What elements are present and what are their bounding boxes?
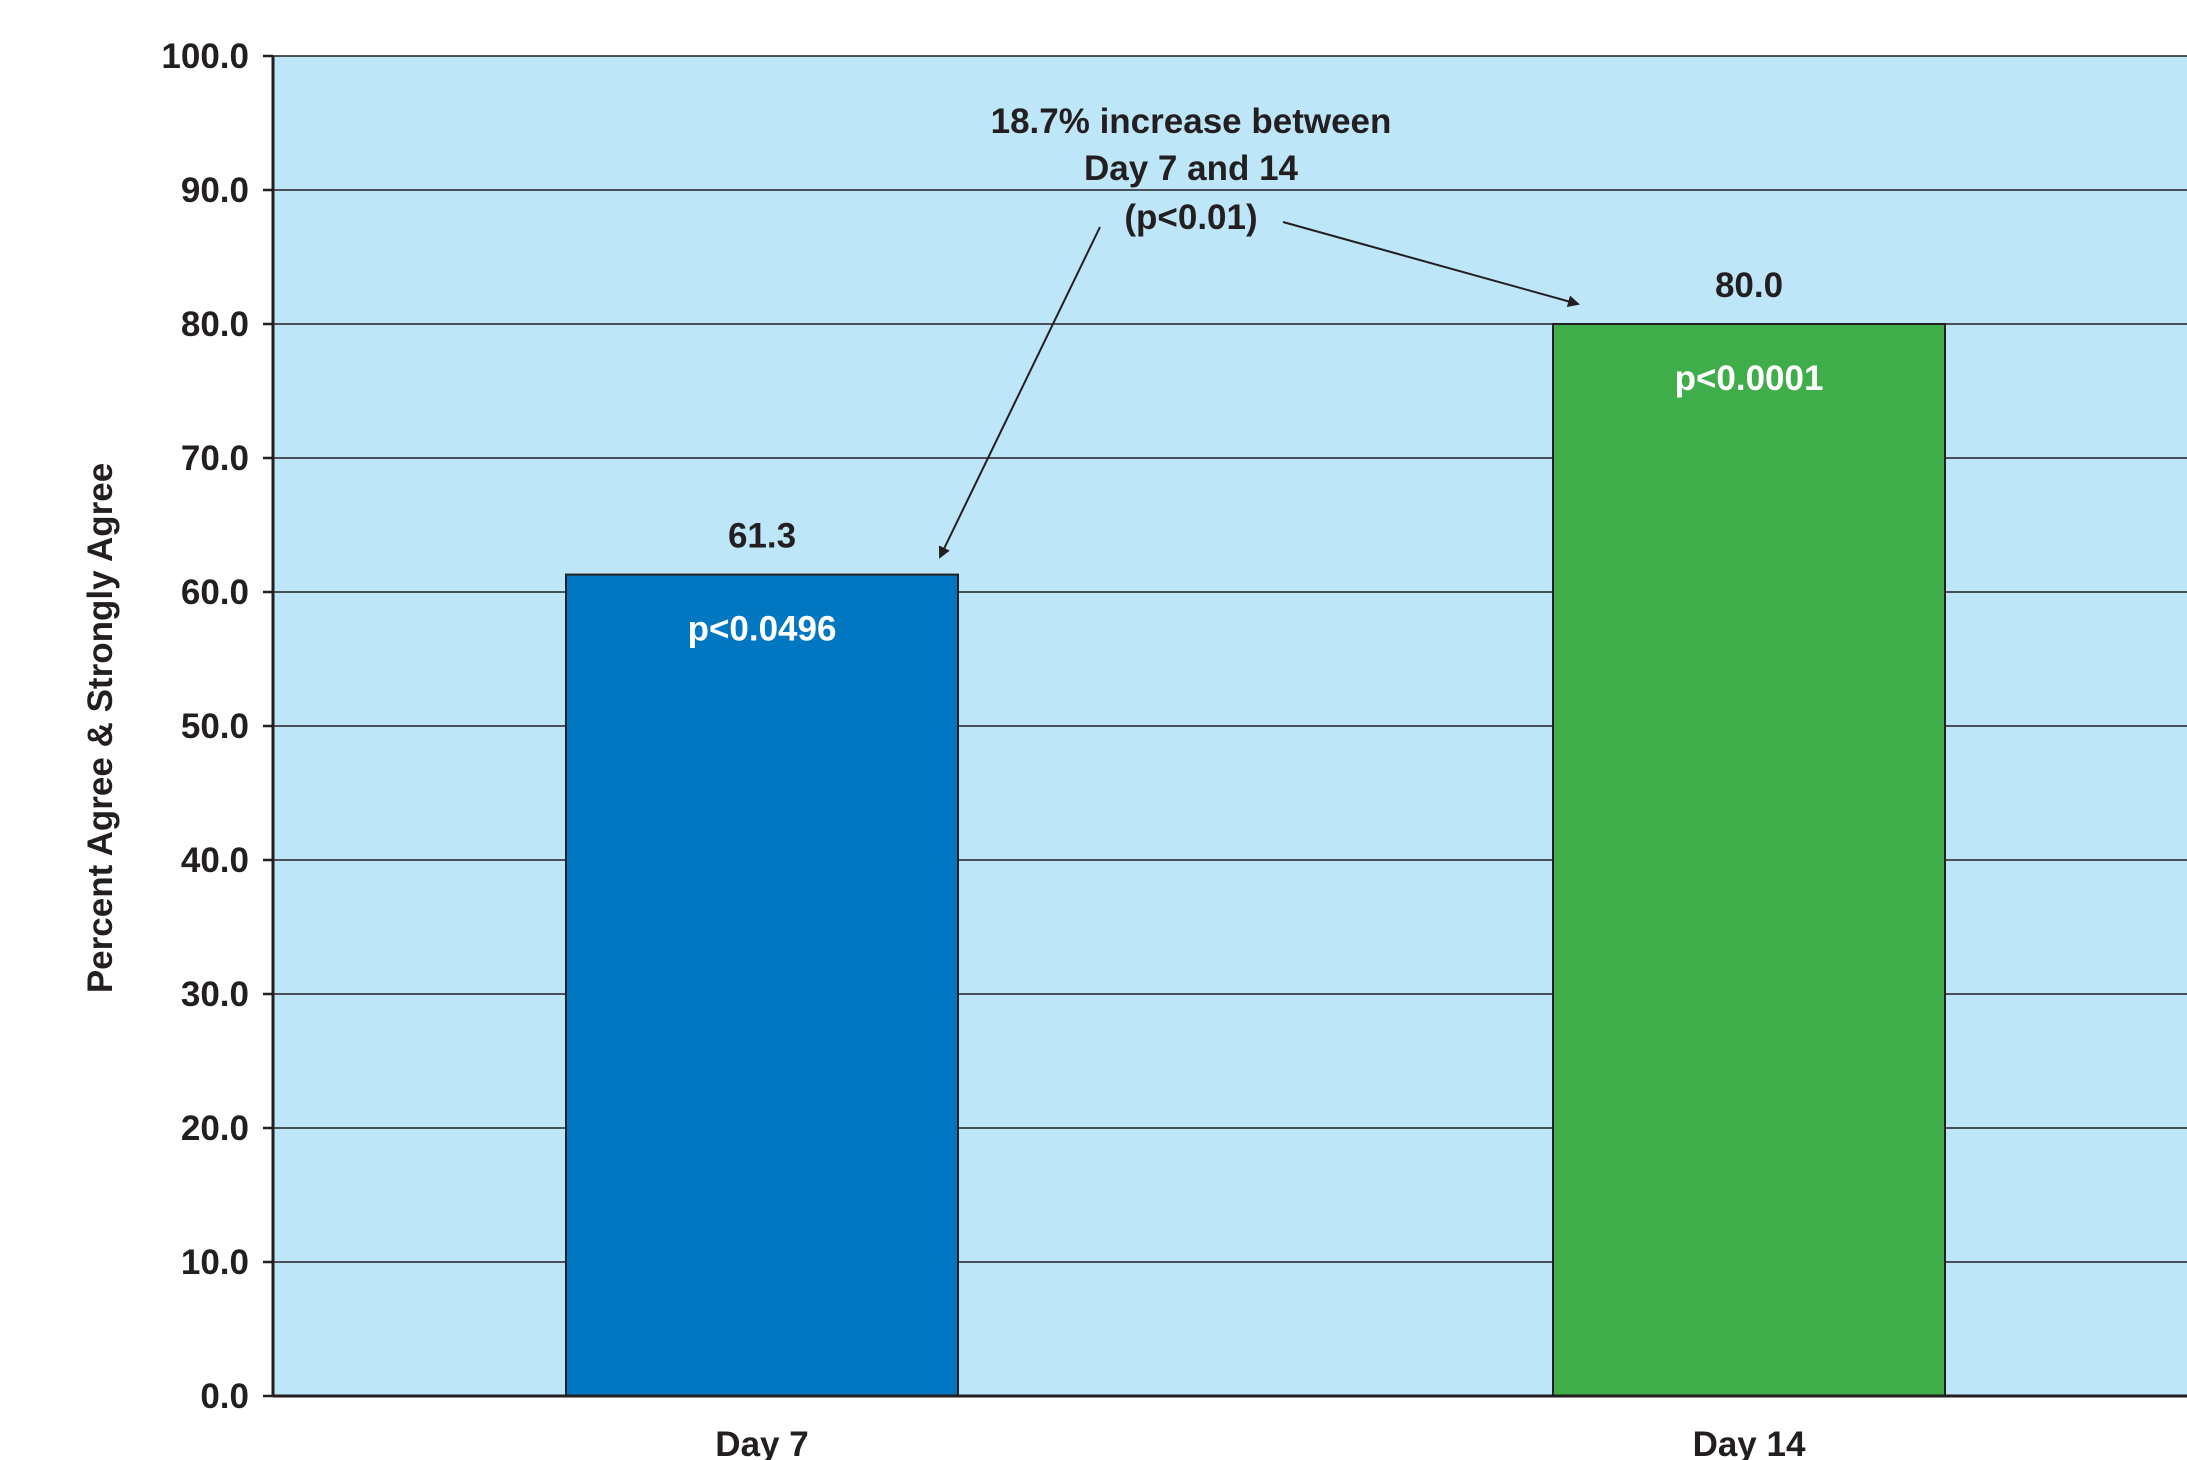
bar-value-label: 80.0 [1715,266,1783,305]
y-tick-label: 70.0 [181,439,249,478]
annotation-text-line: 18.7% increase between [991,102,1392,141]
bar-day-7 [565,573,959,1397]
y-tick-label: 80.0 [181,305,249,344]
x-tick-label: Day 14 [1693,1425,1806,1460]
y-tick-label: 90.0 [181,171,249,210]
bars [565,323,1946,1397]
annotation-arrow-day14 [1282,221,1580,308]
bar-p-value-label: p<0.0001 [1675,359,1824,398]
annotation-arrow-day7 [938,226,1101,559]
y-tick-labels: 0.0 10.0 20.0 30.0 40.0 50.0 60.0 70.0 80.0 90.0 1… [161,37,249,1416]
annotation-text-line: Day 7 and 14 [1084,149,1299,188]
annotation-text-line: (p<0.01) [1124,198,1257,237]
y-tick-label: 20.0 [181,1109,249,1148]
x-tick-label: Day 7 [715,1425,808,1460]
y-tick-label: 40.0 [181,841,249,880]
axes [271,56,2187,1398]
y-tick-label: 50.0 [181,707,249,746]
y-tick-label: 10.0 [181,1243,249,1282]
y-tick-label: 30.0 [181,975,249,1014]
y-axis-title: Percent Agree & Strongly Agree [81,463,120,993]
bar-p-value-label: p<0.0496 [688,610,837,649]
x-tick-labels: Day 7 Day 14 [715,1425,1806,1460]
y-tick-label: 0.0 [200,1377,249,1416]
annotation: 18.7% increase between Day 7 and 14 (p<0.0… [938,102,1580,559]
y-tick-label: 100.0 [161,37,249,76]
y-tick-label: 60.0 [181,573,249,612]
data-labels: 61.3 p<0.0496 80.0 p<0.0001 [688,266,1824,649]
bar-value-label: 61.3 [728,517,796,556]
bar-day-14 [1552,323,1946,1397]
